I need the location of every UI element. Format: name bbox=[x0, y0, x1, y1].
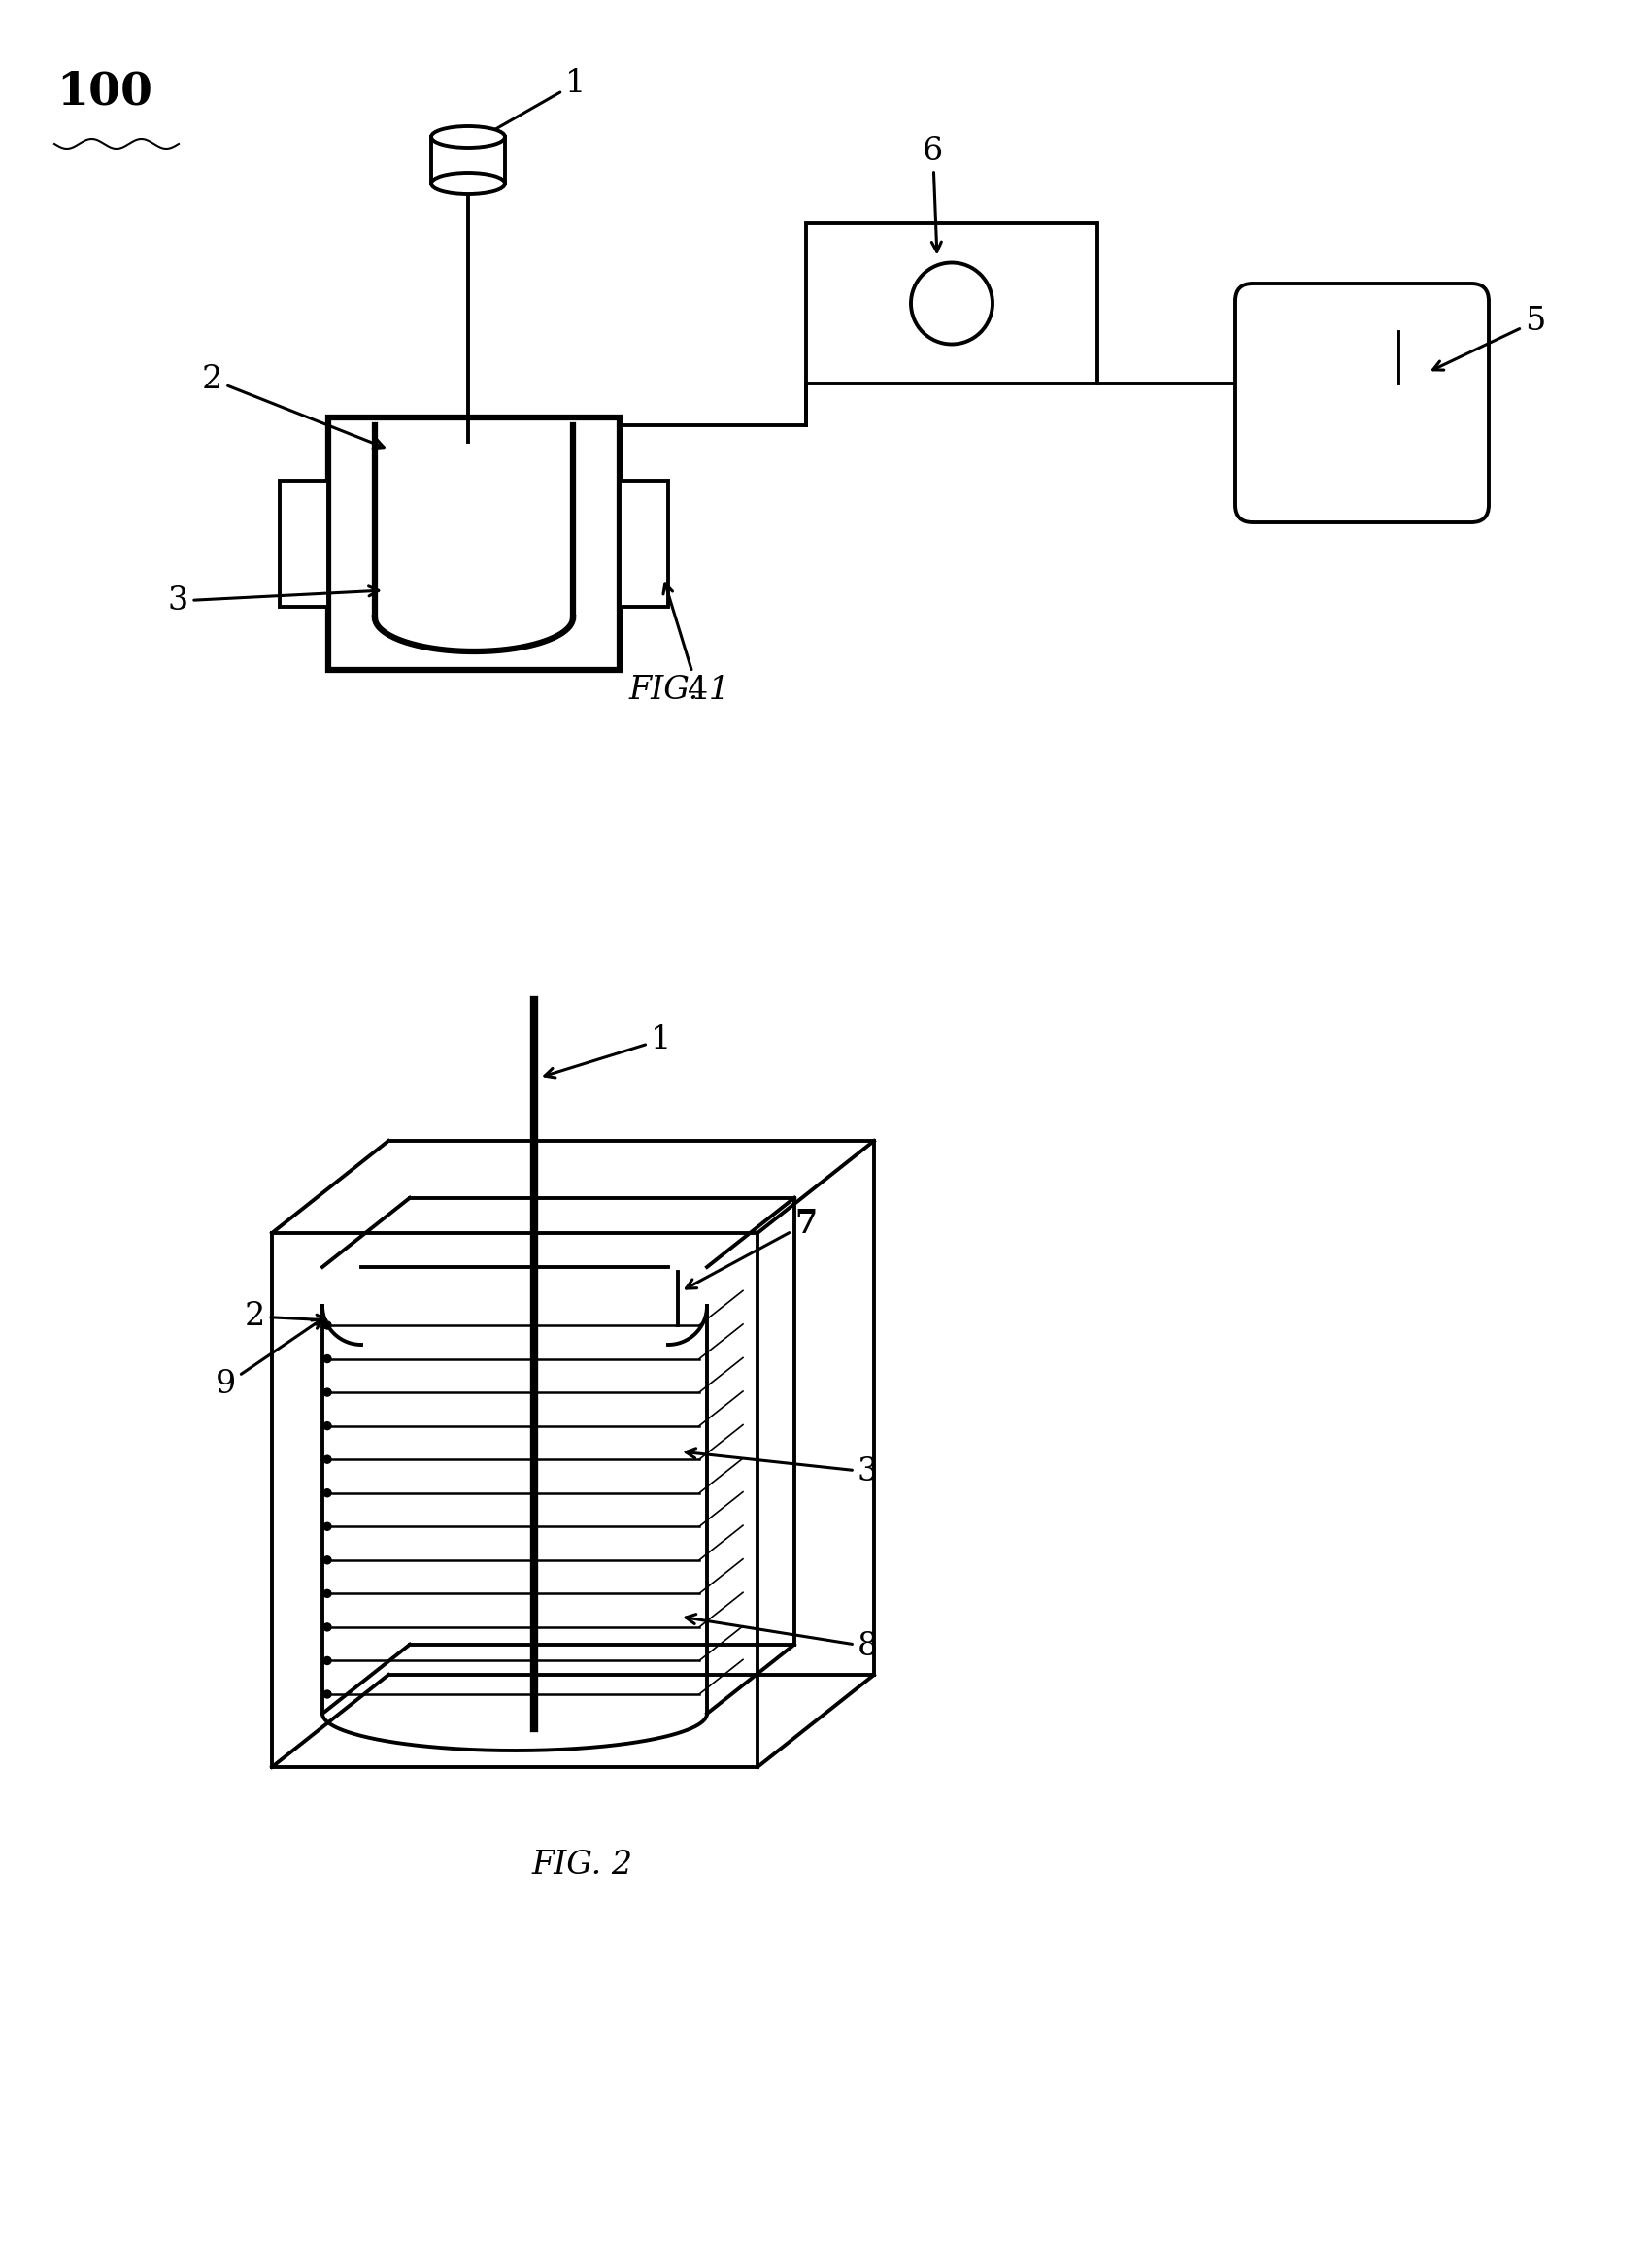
Circle shape bbox=[323, 1556, 331, 1565]
Circle shape bbox=[323, 1490, 331, 1497]
Text: 3: 3 bbox=[168, 585, 378, 617]
Circle shape bbox=[323, 1322, 331, 1329]
FancyBboxPatch shape bbox=[1235, 284, 1487, 522]
Text: FIG. 1: FIG. 1 bbox=[628, 676, 731, 705]
Text: FIG. 2: FIG. 2 bbox=[533, 1848, 633, 1880]
Circle shape bbox=[323, 1690, 331, 1699]
Circle shape bbox=[323, 1658, 331, 1665]
Text: 2: 2 bbox=[244, 1302, 327, 1331]
Circle shape bbox=[323, 1422, 331, 1429]
Bar bbox=[806, 222, 1097, 383]
Text: 100: 100 bbox=[56, 70, 152, 116]
Text: 1: 1 bbox=[544, 1025, 671, 1077]
Text: 3: 3 bbox=[686, 1449, 877, 1488]
Circle shape bbox=[910, 263, 993, 345]
Circle shape bbox=[323, 1590, 331, 1597]
Ellipse shape bbox=[430, 127, 505, 147]
Circle shape bbox=[323, 1354, 331, 1363]
Text: 8: 8 bbox=[686, 1615, 877, 1662]
Circle shape bbox=[323, 1388, 331, 1397]
Circle shape bbox=[323, 1456, 331, 1463]
Bar bbox=[430, 136, 505, 184]
Bar bbox=[620, 481, 668, 608]
Ellipse shape bbox=[430, 172, 505, 195]
Text: 2: 2 bbox=[201, 365, 384, 449]
Text: 7: 7 bbox=[686, 1209, 816, 1288]
Circle shape bbox=[323, 1522, 331, 1531]
Text: 1: 1 bbox=[475, 68, 585, 141]
Bar bbox=[280, 481, 328, 608]
Text: 9: 9 bbox=[216, 1320, 322, 1399]
Bar bbox=[328, 417, 620, 669]
Text: 4: 4 bbox=[663, 583, 707, 705]
Text: 5: 5 bbox=[1433, 306, 1545, 370]
Text: 6: 6 bbox=[922, 136, 943, 252]
Circle shape bbox=[323, 1624, 331, 1631]
